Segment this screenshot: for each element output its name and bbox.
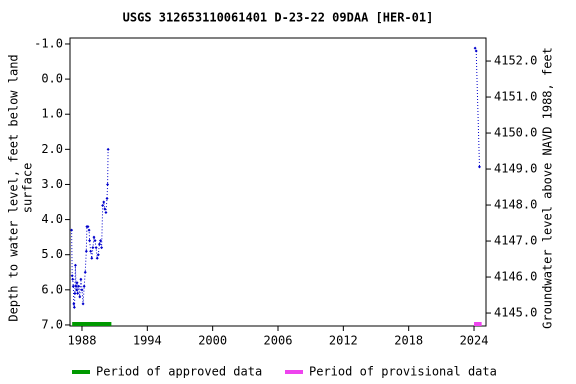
y2-tick-label: 4147.0 [494, 234, 537, 248]
data-point [72, 305, 76, 309]
data-point [92, 235, 96, 239]
data-point [474, 49, 478, 53]
x-tick-label: 2006 [264, 334, 293, 348]
y2-tick-label: 4150.0 [494, 126, 537, 140]
data-point [96, 253, 100, 257]
data-point [89, 249, 93, 253]
data-point [74, 284, 78, 288]
data-point [103, 207, 107, 211]
data-point [83, 270, 87, 274]
y-axis-label: Depth to water level, feet below land [7, 54, 21, 321]
data-point [71, 284, 75, 288]
y-tick-label: 4.0 [41, 212, 63, 226]
data-point [72, 302, 76, 306]
x-tick-label: 2024 [460, 334, 489, 348]
x-tick-label: 1994 [133, 334, 162, 348]
legend-label: Period of approved data [96, 365, 262, 379]
y2-tick-label: 4148.0 [494, 198, 537, 212]
data-point [73, 291, 77, 295]
data-point [81, 302, 85, 306]
legend-label: Period of provisional data [309, 365, 497, 379]
data-point [82, 284, 86, 288]
y-tick-label: 6.0 [41, 282, 63, 296]
y-tick-label: 0.0 [41, 72, 63, 86]
y-tick-label: 1.0 [41, 107, 63, 121]
data-point [75, 281, 79, 285]
y-axis-label: surface [21, 163, 35, 214]
y2-tick-label: 4151.0 [494, 90, 537, 104]
y2-tick-label: 4149.0 [494, 162, 537, 176]
data-point [94, 246, 98, 250]
y-tick-label: -1.0 [34, 36, 63, 50]
data-point [71, 277, 75, 281]
chart-title: USGS 312653110061401 D-23-22 09DAA [HER-… [123, 11, 434, 25]
data-point [88, 239, 92, 243]
data-point [80, 288, 84, 292]
y-tick-label: 3.0 [41, 177, 63, 191]
data-point [70, 274, 74, 278]
data-point [70, 228, 74, 232]
data-point [78, 295, 82, 299]
period-bar [474, 322, 482, 326]
y2-tick-label: 4152.0 [494, 54, 537, 68]
y-tick-label: 5.0 [41, 247, 63, 261]
y2-axis-label: Groundwater level above NAVD 1988, feet [541, 47, 555, 329]
x-tick-label: 2018 [394, 334, 423, 348]
data-point [473, 46, 477, 50]
series-line [71, 48, 480, 308]
data-point [98, 239, 102, 243]
x-tick-label: 2000 [198, 334, 227, 348]
data-point [477, 165, 481, 169]
data-point [76, 291, 80, 295]
data-point [93, 239, 97, 243]
data-point [104, 211, 108, 215]
data-point [105, 197, 109, 201]
x-tick-label: 2012 [329, 334, 358, 348]
data-point [91, 246, 95, 250]
plot-frame [69, 37, 487, 327]
data-point [100, 246, 104, 250]
x-tick-label: 1988 [68, 334, 97, 348]
y-tick-label: 2.0 [41, 142, 63, 156]
y-tick-label: 7.0 [41, 317, 63, 331]
data-point [102, 200, 106, 204]
data-point [87, 228, 91, 232]
data-point [90, 256, 94, 260]
y2-tick-label: 4145.0 [494, 306, 537, 320]
data-point [77, 284, 81, 288]
data-point [75, 288, 79, 292]
data-point [86, 225, 90, 229]
data-point [73, 263, 77, 267]
data-point [101, 204, 105, 208]
period-bar [72, 322, 112, 326]
data-point [95, 256, 99, 260]
y2-tick-label: 4146.0 [494, 270, 537, 284]
data-point [106, 182, 110, 186]
data-point [106, 147, 110, 151]
data-point [79, 277, 83, 281]
data-point [97, 242, 101, 246]
data-point [84, 249, 88, 253]
